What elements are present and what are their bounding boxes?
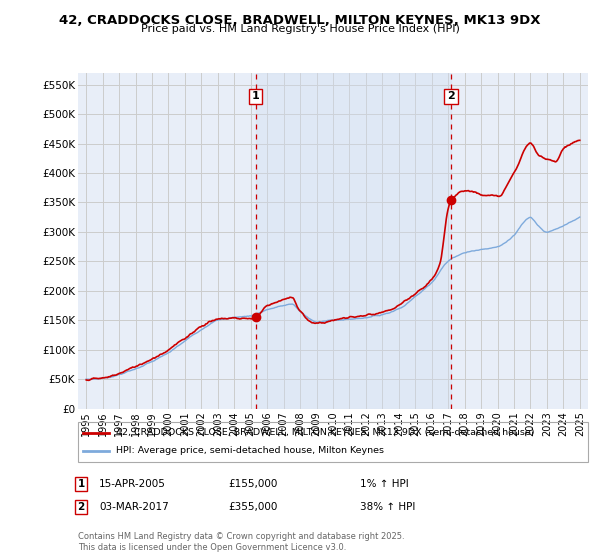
Text: Contains HM Land Registry data © Crown copyright and database right 2025.
This d: Contains HM Land Registry data © Crown c… [78, 532, 404, 552]
Text: 1: 1 [252, 91, 260, 101]
Text: HPI: Average price, semi-detached house, Milton Keynes: HPI: Average price, semi-detached house,… [116, 446, 384, 455]
Text: 38% ↑ HPI: 38% ↑ HPI [360, 502, 415, 512]
Text: 42, CRADDOCKS CLOSE, BRADWELL, MILTON KEYNES, MK13 9DX (semi-detached house): 42, CRADDOCKS CLOSE, BRADWELL, MILTON KE… [116, 428, 535, 437]
Text: £355,000: £355,000 [228, 502, 277, 512]
Text: 03-MAR-2017: 03-MAR-2017 [99, 502, 169, 512]
Text: 2: 2 [77, 502, 85, 512]
Text: Price paid vs. HM Land Registry's House Price Index (HPI): Price paid vs. HM Land Registry's House … [140, 24, 460, 34]
Text: 1: 1 [77, 479, 85, 489]
Text: 1% ↑ HPI: 1% ↑ HPI [360, 479, 409, 489]
Bar [256, 73, 451, 409]
Text: 2: 2 [447, 91, 455, 101]
Text: 42, CRADDOCKS CLOSE, BRADWELL, MILTON KEYNES, MK13 9DX: 42, CRADDOCKS CLOSE, BRADWELL, MILTON KE… [59, 14, 541, 27]
Text: £155,000: £155,000 [228, 479, 277, 489]
Text: 15-APR-2005: 15-APR-2005 [99, 479, 166, 489]
